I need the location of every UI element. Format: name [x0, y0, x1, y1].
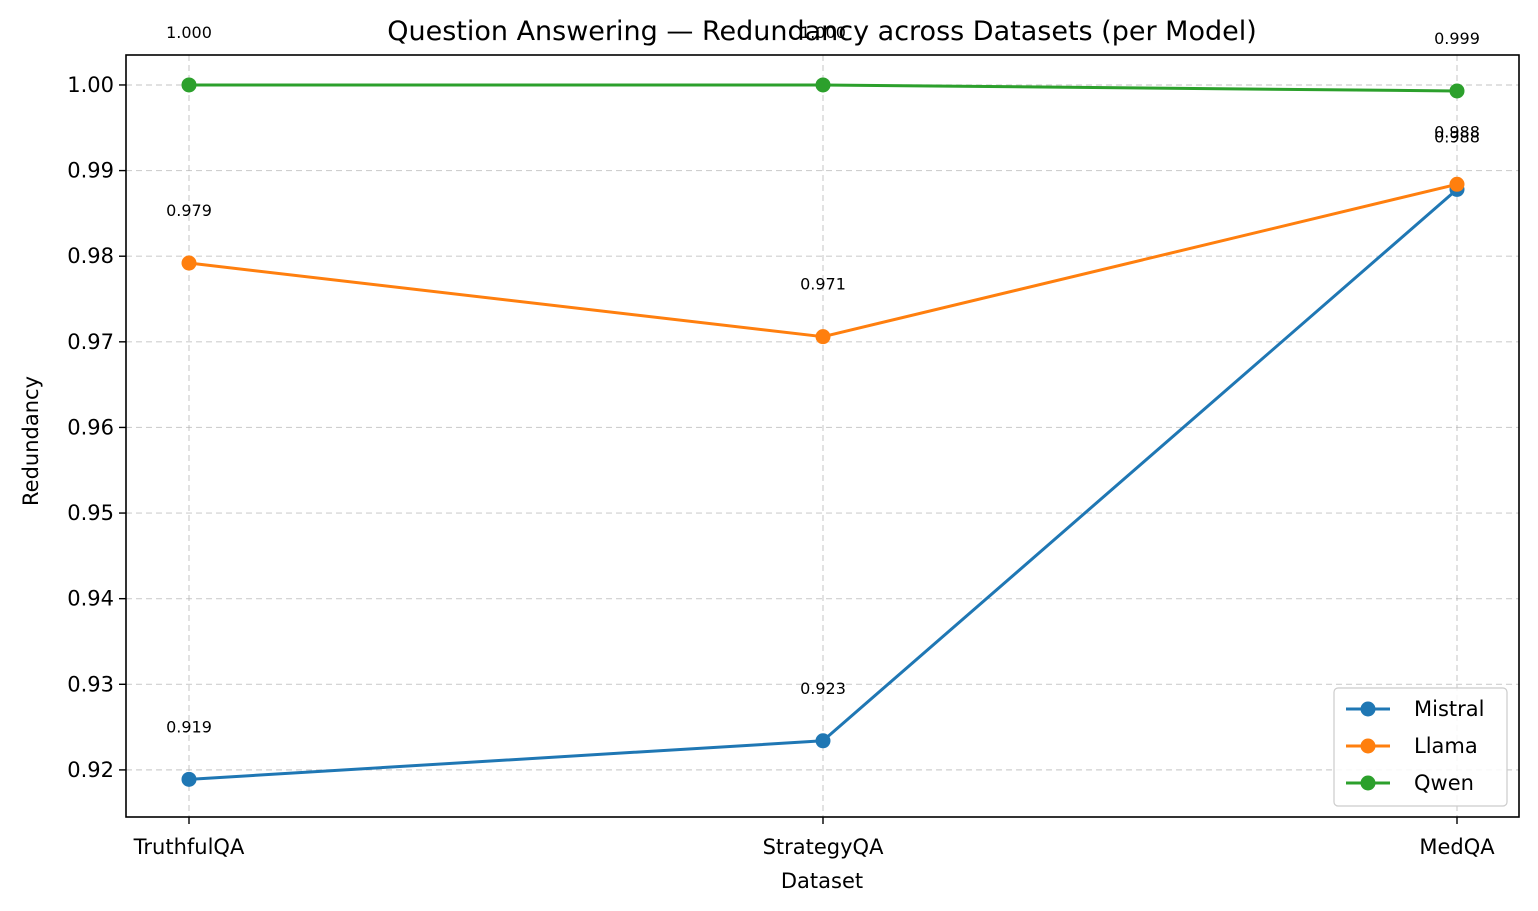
legend-marker-llama — [1360, 738, 1376, 754]
legend-label-qwen: Qwen — [1414, 771, 1474, 795]
data-point-llama — [815, 329, 831, 345]
y-tick-label: 0.95 — [67, 501, 114, 525]
legend-box — [1333, 687, 1508, 807]
axis-ticks: 0.92 0.93 0.94 0.95 0.96 0.97 0.98 0.99 1.00 Trut… — [67, 73, 1495, 859]
legend-label-llama: Llama — [1414, 734, 1478, 758]
data-label-mistral: 0.919 — [166, 717, 212, 736]
data-label-qwen: 0.999 — [1434, 29, 1480, 48]
data-label-qwen: 1.000 — [800, 23, 846, 42]
x-tick-label: StrategyQA — [763, 835, 885, 859]
data-label-mistral: 0.988 — [1434, 127, 1480, 146]
x-axis-label: Dataset — [781, 869, 863, 893]
y-axis-label: Redundancy — [19, 376, 43, 506]
data-label-qwen: 1.000 — [166, 23, 212, 42]
legend-marker-qwen — [1360, 775, 1376, 791]
y-tick-label: 0.93 — [67, 672, 114, 696]
y-tick-label: 0.98 — [67, 244, 114, 268]
y-tick-label: 0.97 — [67, 330, 114, 354]
grid-lines — [126, 55, 1519, 817]
data-label-llama: 0.988 — [1434, 122, 1480, 141]
y-tick-label: 0.96 — [67, 415, 114, 439]
data-label-llama: 0.979 — [166, 201, 212, 220]
legend: Mistral Llama Qwen — [1333, 687, 1508, 807]
data-point-llama — [1449, 176, 1465, 192]
legend-label-mistral: Mistral — [1414, 697, 1484, 721]
y-tick-label: 0.92 — [67, 758, 114, 782]
data-point-qwen — [181, 77, 197, 93]
series-lines — [181, 77, 1465, 787]
data-label-mistral: 0.923 — [800, 679, 846, 698]
y-tick-label: 0.94 — [67, 587, 114, 611]
data-point-mistral — [815, 733, 831, 749]
data-labels: 0.919 0.923 0.988 0.979 0.971 0.988 1.000 1.000… — [166, 23, 1480, 736]
y-tick-label: 1.00 — [67, 73, 114, 97]
x-tick-label: TruthfulQA — [133, 835, 245, 859]
data-point-mistral — [181, 771, 197, 787]
x-tick-label: MedQA — [1419, 835, 1495, 859]
y-tick-label: 0.99 — [67, 159, 114, 183]
legend-marker-mistral — [1360, 701, 1376, 717]
chart-title: Question Answering — Redundancy across D… — [387, 16, 1257, 47]
data-label-llama: 0.971 — [800, 275, 846, 294]
data-point-qwen — [815, 77, 831, 93]
data-point-qwen — [1449, 83, 1465, 99]
data-point-llama — [181, 255, 197, 271]
